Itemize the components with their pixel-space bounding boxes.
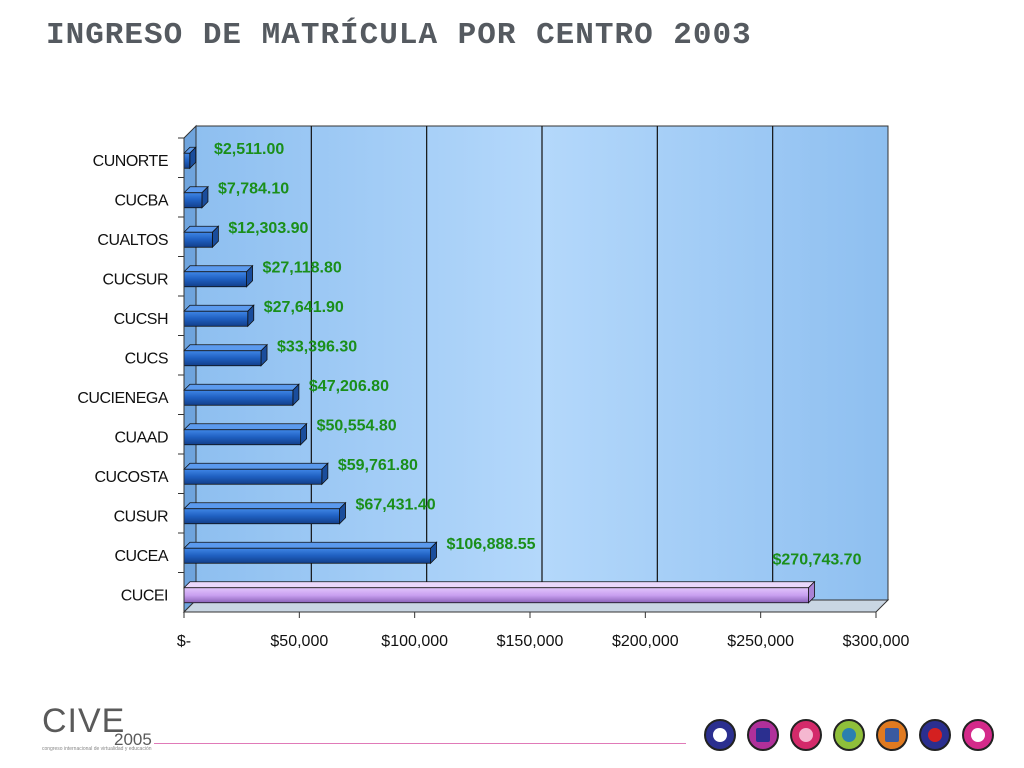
logo-tagline: congreso internacional de virtualidad y … <box>42 746 152 752</box>
dot-icon <box>919 719 951 751</box>
data-label: $50,554.80 <box>317 417 397 434</box>
data-label: $7,784.10 <box>218 180 289 197</box>
data-label: $33,396.30 <box>277 338 357 355</box>
spiral-glyph <box>799 728 813 742</box>
spiral-icon <box>790 719 822 751</box>
category-label: CUCSH <box>114 311 168 328</box>
category-label: CUCS <box>125 350 168 367</box>
bar-top <box>183 502 347 510</box>
bar <box>183 587 809 604</box>
bar-top <box>183 304 255 312</box>
data-label: $2,511.00 <box>214 141 284 158</box>
bar <box>183 468 323 485</box>
category-label: CUSUR <box>114 508 168 525</box>
x-tick-label: $300,000 <box>843 633 910 650</box>
bar-top <box>183 383 300 391</box>
checker-icon <box>876 719 908 751</box>
pentagon-icon <box>833 719 865 751</box>
x-tick-label: $100,000 <box>381 633 448 650</box>
bar-top <box>183 344 268 352</box>
x-tick-label: $150,000 <box>497 633 564 650</box>
target-icon <box>704 719 736 751</box>
burst-glyph <box>971 728 985 742</box>
bar <box>183 271 247 288</box>
data-label: $59,761.80 <box>338 457 418 474</box>
x-tick-label: $- <box>177 633 191 650</box>
category-label: CUAAD <box>114 429 168 446</box>
star-cross-icon <box>747 719 779 751</box>
x-tick-label: $250,000 <box>727 633 794 650</box>
bar <box>183 310 249 327</box>
data-label: $270,743.70 <box>773 551 862 568</box>
data-label: $12,303.90 <box>228 220 308 237</box>
star-cross-glyph <box>756 728 770 742</box>
bar <box>183 547 431 564</box>
logo-text: CIVE <box>42 702 126 740</box>
footer-icon-row <box>704 719 994 751</box>
data-label: $67,431.40 <box>356 496 436 513</box>
data-label: $47,206.80 <box>309 378 389 395</box>
bar-top <box>183 462 329 470</box>
bar-chart: $- $50,000 $100,000 $150,000 $200,000 $250,00… <box>77 124 910 650</box>
category-label: CUCSUR <box>103 271 168 288</box>
x-tick-label: $50,000 <box>270 633 328 650</box>
data-label: $27,641.90 <box>264 299 344 316</box>
page-title: INGRESO DE MATRÍCULA POR CENTRO 2003 <box>46 18 752 53</box>
cive-logo: CIVE 2005 congreso internacional de virt… <box>42 704 162 754</box>
bar <box>183 152 191 169</box>
bar <box>183 389 294 406</box>
bar-top <box>183 265 254 273</box>
footer-divider <box>154 743 686 744</box>
dot-glyph <box>928 728 942 742</box>
target-glyph <box>713 728 727 742</box>
category-label: CUNORTE <box>93 153 168 170</box>
logo-year: 2005 <box>114 730 152 749</box>
bar <box>183 429 302 446</box>
data-label: $106,888.55 <box>447 536 536 553</box>
bar <box>183 192 203 209</box>
x-tick-label: $200,000 <box>612 633 679 650</box>
bar <box>183 350 262 367</box>
pentagon-glyph <box>842 728 856 742</box>
bar-top <box>183 581 816 589</box>
category-label: CUCEI <box>121 587 168 604</box>
category-label: CUCOSTA <box>94 469 168 486</box>
category-label: CUCIENEGA <box>77 390 168 407</box>
category-label: CUALTOS <box>97 232 168 249</box>
data-label: $27,118.80 <box>263 259 342 276</box>
checker-glyph <box>885 728 899 742</box>
bar <box>183 508 340 525</box>
burst-icon <box>962 719 994 751</box>
bar <box>183 231 213 248</box>
category-label: CUCEA <box>114 548 168 565</box>
bar-top <box>183 541 438 549</box>
bar-top <box>183 423 308 431</box>
category-label: CUCBA <box>114 192 168 209</box>
